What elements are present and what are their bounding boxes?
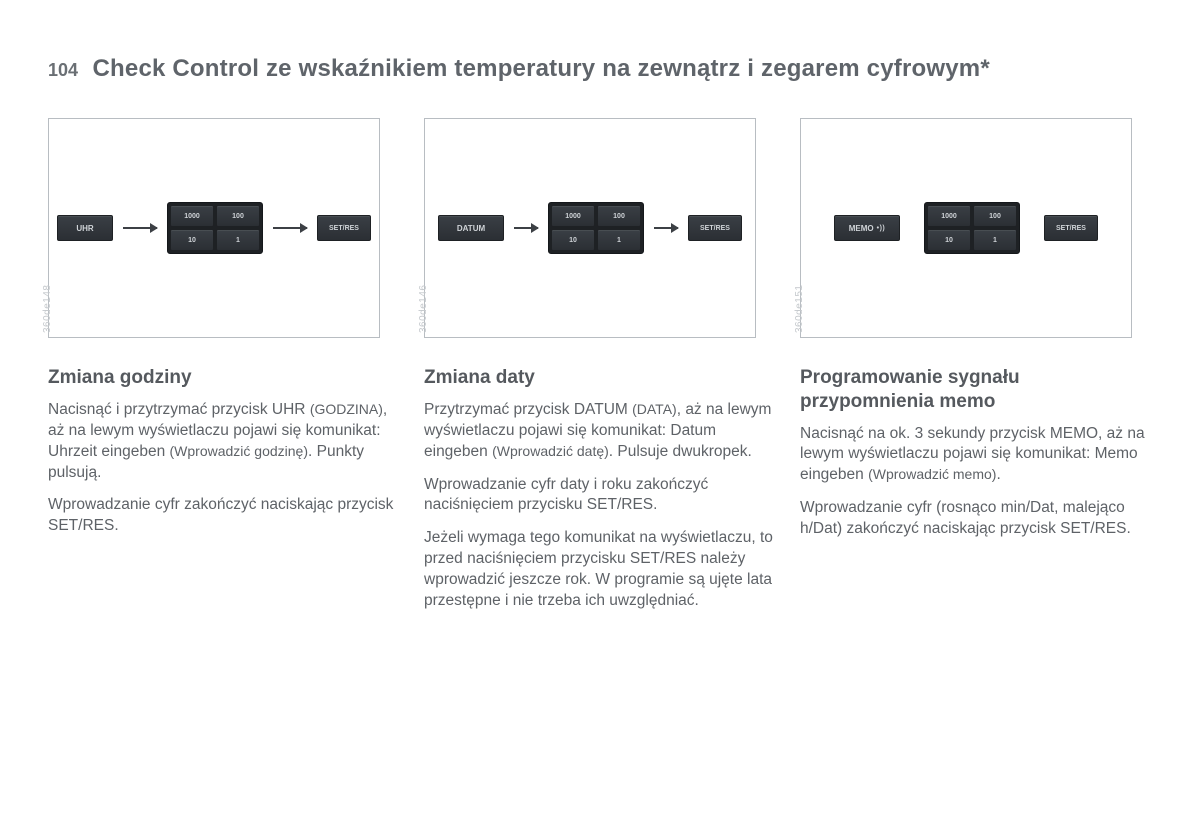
key-1000: 1000: [170, 205, 214, 227]
key-100: 100: [597, 205, 641, 227]
setres-button: SET/RES: [688, 215, 742, 241]
setres-button: SET/RES: [317, 215, 371, 241]
keypad: 1000 100 10 1: [167, 202, 263, 254]
uhr-button: UHR: [57, 215, 113, 241]
paragraph: Jeżeli wymaga tego komunikat na wyświetl…: [424, 528, 776, 612]
key-1000: 1000: [551, 205, 595, 227]
column-memo: MEMO•)) 1000 100 10 1 SET/RES 360de151 P…: [800, 118, 1152, 624]
column-time: UHR 1000 100 10 1 SET/RES 360de148 Zmian…: [48, 118, 400, 624]
memo-button: MEMO•)): [834, 215, 900, 241]
section-heading-time: Zmiana godziny: [48, 366, 400, 390]
key-10: 10: [551, 229, 595, 251]
paragraph: Przytrzymać przycisk DATUM (DATA), aż na…: [424, 400, 776, 463]
diagram-time: UHR 1000 100 10 1 SET/RES 360de148: [48, 118, 380, 338]
diagram-code: 360de151: [794, 285, 805, 334]
arrow-icon: [273, 227, 307, 229]
key-1: 1: [973, 229, 1017, 251]
arrow-icon: [123, 227, 157, 229]
key-1000: 1000: [927, 205, 971, 227]
arrow-icon: [654, 227, 678, 229]
datum-button: DATUM: [438, 215, 504, 241]
key-100: 100: [216, 205, 260, 227]
keypad: 1000 100 10 1: [924, 202, 1020, 254]
paragraph: Nacisnąć i przytrzymać przycisk UHR (GOD…: [48, 400, 400, 484]
diagram-memo: MEMO•)) 1000 100 10 1 SET/RES 360de151: [800, 118, 1132, 338]
section-heading-date: Zmiana daty: [424, 366, 776, 390]
content-columns: UHR 1000 100 10 1 SET/RES 360de148 Zmian…: [48, 118, 1152, 624]
diagram-code: 360de148: [42, 285, 53, 334]
arrow-icon: [514, 227, 538, 229]
key-10: 10: [170, 229, 214, 251]
key-10: 10: [927, 229, 971, 251]
key-100: 100: [973, 205, 1017, 227]
paragraph: Wprowadzanie cyfr (rosnąco min/Dat, male…: [800, 498, 1152, 540]
column-date: DATUM 1000 100 10 1 SET/RES 360de146 Zmi…: [424, 118, 776, 624]
diagram-date: DATUM 1000 100 10 1 SET/RES 360de146: [424, 118, 756, 338]
keypad: 1000 100 10 1: [548, 202, 644, 254]
paragraph: Wprowadzanie cyfr daty i roku zakończyć …: [424, 475, 776, 517]
key-1: 1: [216, 229, 260, 251]
section-heading-memo: Programowanie sygnału przypomnienia memo: [800, 366, 1152, 414]
key-1: 1: [597, 229, 641, 251]
setres-button: SET/RES: [1044, 215, 1098, 241]
paragraph: Nacisnąć na ok. 3 sekundy przycisk MEMO,…: [800, 424, 1152, 487]
sound-icon: •)): [877, 225, 886, 232]
page-title: Check Control ze wskaźnikiem temperatury…: [93, 55, 990, 82]
paragraph: Wprowadzanie cyfr zakończyć naciskając p…: [48, 495, 400, 537]
page-number: 104: [48, 60, 78, 81]
page-header: 104 Check Control ze wskaźnikiem tempera…: [48, 55, 1152, 83]
diagram-code: 360de146: [418, 285, 429, 334]
